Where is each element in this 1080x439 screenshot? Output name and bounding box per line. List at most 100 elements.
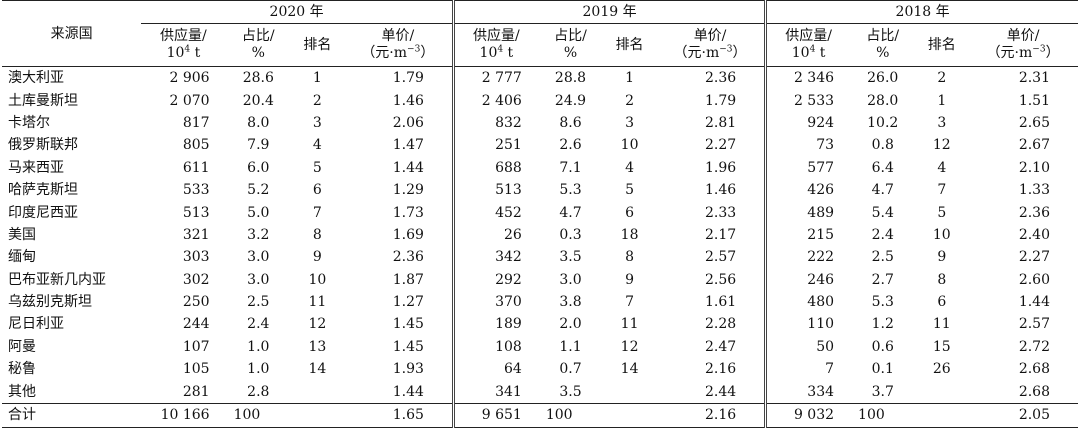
rank-cell: 4 — [625, 159, 635, 176]
supply-cell: 2 070 — [169, 92, 210, 109]
price-cell: 2.05 — [968, 402, 1078, 428]
price-header-unit: （元·m−3） — [361, 44, 435, 61]
price-cell: 2.28 — [704, 316, 737, 333]
price-cell: 2.06 — [392, 114, 424, 131]
price-cell: 2.44 — [704, 383, 737, 400]
share-cell: 4.7 — [871, 182, 894, 199]
supply-cell: 222 — [764, 246, 851, 269]
price-cell: 2.36 — [392, 249, 424, 266]
rank-cell — [290, 402, 344, 428]
rank-cell: 3 — [625, 114, 635, 131]
price-cell: 2.57 — [704, 249, 737, 266]
supply-cell: 250 — [182, 294, 210, 311]
share-cell: 5.3 — [559, 182, 582, 199]
price-header-unit: （元·m−3） — [986, 44, 1060, 61]
supply-cell: 2 346 — [764, 66, 851, 90]
rank-header-2020: 排名 — [290, 23, 344, 67]
price-cell: 1.93 — [392, 361, 424, 378]
share-cell: 20.4 — [242, 92, 274, 109]
share-header-unit: % — [876, 45, 890, 61]
share-cell: 3.0 — [247, 271, 270, 288]
table-row: 俄罗斯联邦 805 7.9 4 1.47 251 2.6 10 2.27 73 0.8 12 2.67 — [2, 134, 1078, 157]
share-cell: 0.1 — [871, 361, 894, 378]
rank-cell: 18 — [620, 226, 639, 243]
rank-cell: 11 — [932, 316, 951, 333]
supply-cell: 489 — [764, 201, 851, 224]
country-cell: 美国 — [8, 226, 36, 243]
price-cell: 2.33 — [704, 204, 737, 221]
rank-cell: 12 — [308, 316, 327, 333]
supply-cell: 342 — [451, 246, 538, 269]
table-row: 印度尼西亚 513 5.0 7 1.73 452 4.7 6 2.33 489 5.4 5 2.36 — [2, 201, 1078, 224]
share-cell: 7.9 — [247, 137, 270, 154]
rank-cell: 4 — [937, 159, 947, 176]
supply-cell: 2 406 — [451, 89, 538, 112]
rank-cell: 13 — [308, 338, 327, 355]
rank-cell: 26 — [932, 361, 951, 378]
price-cell: 2.56 — [704, 271, 737, 288]
share-cell: 1.1 — [559, 338, 582, 355]
rank-cell: 4 — [312, 137, 322, 154]
year-header-2020: 2020 年 — [141, 0, 454, 24]
table-row: 缅甸 303 3.0 9 2.36 342 3.5 8 2.57 222 2.5 9 2.27 — [2, 246, 1078, 269]
share-header-line1: 占比/ — [554, 28, 587, 44]
lng-import-table: 来源国 2020 年 2019 年 2018 年 供应量/104 t 占比/% 排名… — [2, 0, 1078, 428]
share-cell: 24.9 — [554, 92, 587, 109]
price-cell: 1.87 — [392, 271, 424, 288]
rank-cell: 7 — [312, 204, 322, 221]
supply-cell: 334 — [764, 380, 851, 404]
share-header-2018: 占比/% — [850, 23, 916, 67]
supply-cell: 533 — [182, 182, 210, 199]
table-row: 其他 281 2.8 1.44 341 3.5 2.44 334 3.7 2.68 — [2, 380, 1078, 404]
table-row: 卡塔尔 817 8.0 3 2.06 832 8.6 3 2.81 924 10.2 3 2.65 — [2, 111, 1078, 135]
share-cell: 2.5 — [871, 249, 894, 266]
supply-header-line1: 供应量/ — [160, 28, 207, 44]
table-row: 巴布亚新几内亚 302 3.0 10 1.87 292 3.0 9 2.56 246 2.7 8 2.6… — [2, 268, 1078, 291]
supply-cell: 321 — [182, 226, 210, 243]
rank-cell — [915, 380, 968, 403]
rank-cell: 2 — [625, 92, 635, 109]
supply-cell: 452 — [451, 201, 538, 224]
supply-cell: 924 — [764, 111, 851, 135]
rank-cell — [603, 380, 656, 403]
price-cell: 2.16 — [655, 402, 766, 428]
share-cell: 3.0 — [559, 271, 582, 288]
rank-cell: 10 — [620, 137, 639, 154]
share-header-line1: 占比/ — [866, 28, 900, 44]
rank-cell: 10 — [308, 271, 327, 288]
rank-cell: 6 — [625, 204, 635, 221]
price-cell: 1.44 — [392, 159, 424, 176]
price-cell: 1.46 — [392, 92, 424, 109]
share-cell: 1.0 — [247, 361, 270, 378]
rank-cell: 5 — [625, 182, 635, 199]
price-cell: 2.36 — [704, 70, 737, 87]
price-cell: 1.27 — [392, 294, 424, 311]
rank-cell: 12 — [620, 338, 639, 355]
share-cell: 3.5 — [559, 249, 582, 266]
price-cell: 1.29 — [392, 182, 424, 199]
share-cell: 4.7 — [559, 204, 582, 221]
country-cell: 澳大利亚 — [8, 70, 64, 87]
supply-cell: 577 — [764, 156, 851, 179]
supply-cell: 189 — [451, 313, 538, 336]
rank-cell: 6 — [937, 294, 947, 311]
rank-cell: 14 — [620, 361, 639, 378]
price-cell: 1.79 — [704, 92, 737, 109]
share-cell: 28.8 — [554, 70, 587, 87]
supply-cell: 513 — [451, 178, 538, 202]
supply-cell: 688 — [451, 156, 538, 179]
price-cell: 2.65 — [1018, 114, 1050, 131]
supply-cell: 110 — [764, 313, 851, 336]
price-cell: 1.51 — [1018, 92, 1050, 109]
supply-cell: 215 — [764, 223, 851, 247]
country-column-header: 来源国 — [2, 0, 142, 67]
share-cell: 0.3 — [559, 226, 582, 243]
country-cell: 巴布亚新几内亚 — [8, 271, 106, 288]
supply-cell: 292 — [451, 268, 538, 291]
supply-cell: 2 533 — [764, 89, 851, 112]
table-row: 土库曼斯坦 2 070 20.4 2 1.46 2 406 24.9 2 1.79 2 533 28… — [2, 89, 1078, 112]
rank-cell: 5 — [312, 159, 322, 176]
supply-cell: 281 — [182, 383, 210, 400]
rank-cell: 15 — [932, 338, 951, 355]
price-header-2018: 单价/（元·m−3） — [968, 23, 1078, 67]
